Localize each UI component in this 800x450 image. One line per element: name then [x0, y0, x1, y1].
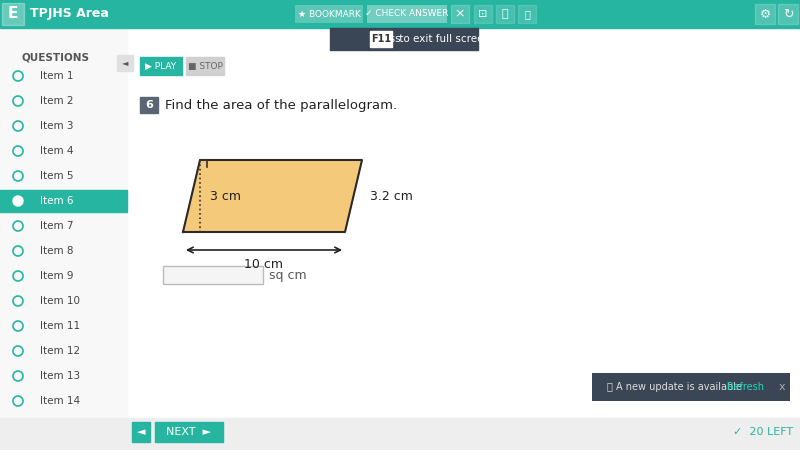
Bar [330, 28, 478, 50]
Text: 3.2 cm: 3.2 cm [370, 189, 413, 202]
Bar [2, 3, 24, 25]
Bar [163, 266, 263, 284]
Bar [140, 97, 158, 113]
Bar [127, 28, 800, 418]
Text: Item 3: Item 3 [40, 121, 74, 131]
Text: TPJHS Area: TPJHS Area [30, 8, 109, 21]
Bar [186, 57, 224, 75]
Text: ⚿: ⚿ [524, 9, 530, 19]
Bar [370, 31, 392, 47]
Text: Item 7: Item 7 [40, 221, 74, 231]
Text: Find the area of the parallelogram.: Find the area of the parallelogram. [165, 99, 397, 112]
Bar [155, 422, 223, 442]
Bar [367, 5, 447, 23]
Text: ✓ CHECK ANSWER: ✓ CHECK ANSWER [366, 9, 449, 18]
Text: Item 10: Item 10 [40, 296, 80, 306]
Text: ⚙: ⚙ [759, 8, 770, 21]
Bar [451, 5, 469, 23]
Text: ◄: ◄ [137, 427, 146, 437]
Bar [755, 4, 775, 24]
Bar [0, 418, 800, 450]
Text: ↻: ↻ [782, 8, 794, 21]
Bar [592, 373, 790, 401]
Text: Item 11: Item 11 [40, 321, 80, 331]
Text: ×: × [454, 8, 466, 21]
Text: Item 2: Item 2 [40, 96, 74, 106]
Text: ★ BOOKMARK: ★ BOOKMARK [298, 9, 361, 18]
Text: ✓  20 LEFT: ✓ 20 LEFT [733, 427, 793, 437]
Text: Item 13: Item 13 [40, 371, 80, 381]
Bar [0, 190, 127, 212]
Text: 3 cm: 3 cm [210, 189, 241, 202]
Text: Item 6: Item 6 [40, 196, 74, 206]
Text: to exit full screen: to exit full screen [396, 34, 490, 44]
Text: ⊡: ⊡ [478, 9, 488, 19]
Bar [140, 57, 182, 75]
Bar [132, 422, 150, 442]
Bar [474, 5, 492, 23]
Polygon shape [183, 160, 362, 232]
Text: 6: 6 [145, 100, 153, 110]
Text: ⓘ A new update is available: ⓘ A new update is available [607, 382, 742, 392]
Text: NEXT  ►: NEXT ► [166, 427, 211, 437]
Text: Item 8: Item 8 [40, 246, 74, 256]
Text: Item 14: Item 14 [40, 396, 80, 406]
Text: ■ STOP: ■ STOP [187, 62, 222, 71]
Text: Item 12: Item 12 [40, 346, 80, 356]
Text: Item 4: Item 4 [40, 146, 74, 156]
Circle shape [13, 196, 23, 206]
Bar [0, 28, 127, 450]
Text: Item 9: Item 9 [40, 271, 74, 281]
Text: 10 cm: 10 cm [245, 257, 283, 270]
Text: Press: Press [373, 34, 404, 44]
Text: x: x [778, 382, 786, 392]
Bar [778, 4, 798, 24]
Bar [117, 55, 133, 71]
Text: ◄: ◄ [122, 58, 128, 68]
Text: ⌕: ⌕ [502, 9, 508, 19]
Bar [496, 5, 514, 23]
Bar [295, 5, 363, 23]
Text: E: E [8, 6, 18, 22]
Text: QUESTIONS: QUESTIONS [21, 52, 89, 62]
Text: Item 5: Item 5 [40, 171, 74, 181]
Bar [518, 5, 536, 23]
Text: Item 1: Item 1 [40, 71, 74, 81]
Text: ▶ PLAY: ▶ PLAY [146, 62, 177, 71]
Bar [0, 0, 800, 28]
Text: sq cm: sq cm [269, 269, 306, 282]
Text: F11: F11 [371, 34, 391, 44]
Text: Refresh: Refresh [727, 382, 764, 392]
